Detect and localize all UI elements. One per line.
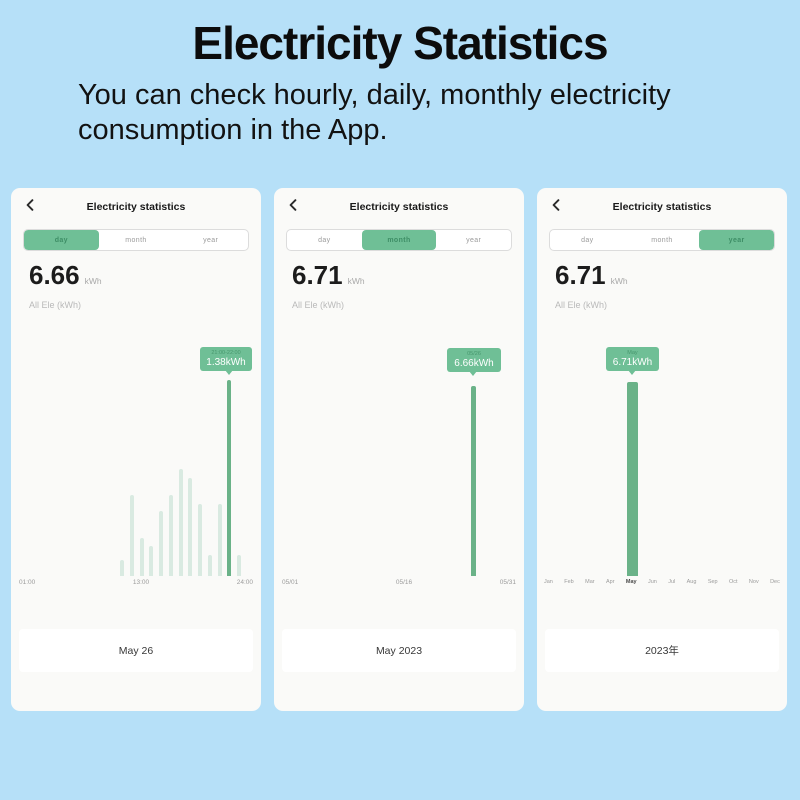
x-axis-tick: Aug [686, 579, 697, 585]
card-nav-title: Electricity statistics [612, 201, 712, 213]
x-axis-tick: Nov [748, 579, 759, 585]
date-selector[interactable]: May 2023 [282, 629, 516, 672]
tooltip-pointer [628, 370, 636, 375]
tab-bar: day month year [549, 229, 775, 251]
tooltip-period: 05/26 [467, 351, 481, 357]
total-value-row: 6.66 kWh [29, 260, 102, 291]
tab-month[interactable]: month [125, 236, 147, 244]
back-button[interactable] [550, 199, 562, 211]
tab-day[interactable]: day [581, 236, 594, 244]
x-axis-tick: 05/31 [499, 579, 516, 586]
phone-card: Electricity statistics day month year 6.66 kW… [11, 188, 261, 711]
chart-tooltip: May 6.71kWh [606, 347, 659, 371]
chevron-left-icon [552, 199, 560, 211]
x-axis-tick: 01:00 [19, 579, 36, 586]
x-axis-tick: 05/16 [395, 579, 413, 586]
tooltip-period: 21:00-22:00 [211, 350, 241, 356]
tooltip-value: 6.71kWh [612, 357, 653, 369]
x-axis-tick: Jan [544, 579, 553, 585]
tooltip-value: 6.66kWh [454, 358, 494, 370]
total-value: 6.66 [29, 260, 80, 290]
card-nav-title: Electricity statistics [349, 201, 449, 213]
x-axis-tick: Jun [647, 579, 657, 585]
chevron-left-icon [26, 199, 34, 211]
chart-bar[interactable] [217, 504, 222, 576]
x-axis-tick: Jul [668, 579, 676, 585]
page-subtitle: You can check hourly, daily, monthly ele… [78, 79, 671, 147]
chart-area [274, 338, 524, 576]
total-unit: kWh [84, 276, 102, 286]
series-label: All Ele (kWh) [292, 300, 345, 310]
back-button[interactable] [24, 199, 36, 211]
series-label: All Ele (kWh) [555, 300, 608, 310]
tab-year[interactable]: year [203, 236, 219, 244]
total-value: 6.71 [292, 260, 343, 290]
back-button[interactable] [287, 199, 299, 211]
total-value-row: 6.71 kWh [555, 260, 628, 291]
tooltip-pointer [469, 371, 477, 376]
chart-bar[interactable] [237, 555, 241, 576]
chart-bar[interactable] [168, 495, 173, 576]
chevron-left-icon [289, 199, 297, 211]
tab-month[interactable]: month [651, 236, 673, 244]
chart-area [537, 338, 787, 576]
chart-bar[interactable] [129, 495, 134, 576]
x-axis-tick: Mar [585, 579, 595, 585]
chart-bar[interactable] [207, 555, 212, 576]
chart-bar[interactable] [159, 511, 163, 576]
chart-bar[interactable] [139, 538, 144, 576]
total-unit: kWh [610, 276, 628, 286]
chart-bar[interactable] [198, 504, 202, 576]
tab-month[interactable]: month [361, 230, 437, 250]
phone-screens-row: Electricity statistics day month year 6.66 kW… [11, 188, 787, 711]
series-label: All Ele (kWh) [29, 300, 82, 310]
total-value: 6.71 [555, 260, 606, 290]
x-axis-tick: Sep [707, 579, 718, 585]
chart-area [11, 338, 261, 576]
tooltip-period: May [627, 350, 638, 356]
tooltip-pointer [225, 370, 233, 375]
phone-card: Electricity statistics day month year 6.71 kW… [537, 188, 787, 711]
x-axis-tick: Oct [728, 579, 738, 585]
tab-bar: day month year [23, 229, 249, 251]
total-value-row: 6.71 kWh [292, 260, 365, 291]
page-title: Electricity Statistics [192, 17, 608, 69]
chart-bar[interactable] [471, 386, 476, 576]
tab-day[interactable]: day [24, 230, 99, 250]
chart-bar[interactable] [149, 546, 154, 576]
chart-tooltip: 05/26 6.66kWh [447, 348, 501, 372]
x-axis-tick: 05/01 [282, 579, 299, 586]
date-selector[interactable]: May 26 [19, 629, 253, 672]
total-unit: kWh [347, 276, 365, 286]
x-axis: Jan Feb Mar Apr May Jun Jul Aug Sep Oct Nov Dec [537, 579, 787, 589]
chart-tooltip: 21:00-22:00 1.38kWh [200, 347, 252, 371]
x-axis-tick: Dec [770, 579, 780, 585]
x-axis-tick: Apr [605, 579, 615, 585]
x-axis-tick: 13:00 [132, 579, 150, 586]
x-axis-tick: May [625, 579, 637, 585]
tab-year[interactable]: year [466, 236, 482, 244]
tab-day[interactable]: day [318, 236, 331, 244]
x-axis: 01:00 13:00 24:00 [11, 579, 261, 589]
date-selector[interactable]: 2023年 [545, 629, 779, 672]
tooltip-value: 1.38kWh [206, 357, 246, 369]
card-nav-title: Electricity statistics [86, 201, 186, 213]
phone-card: Electricity statistics day month year 6.71 kW… [274, 188, 524, 711]
chart-bar[interactable] [178, 469, 183, 576]
chart-bar[interactable] [188, 478, 193, 576]
x-axis-tick: 24:00 [236, 579, 253, 586]
x-axis: 05/01 05/16 05/31 [274, 579, 524, 589]
tab-bar: day month year [286, 229, 512, 251]
x-axis-tick: Feb [564, 579, 574, 585]
tab-year[interactable]: year [699, 230, 774, 250]
chart-bar[interactable] [227, 380, 232, 576]
chart-bar[interactable] [627, 382, 638, 576]
chart-bar[interactable] [120, 560, 124, 576]
